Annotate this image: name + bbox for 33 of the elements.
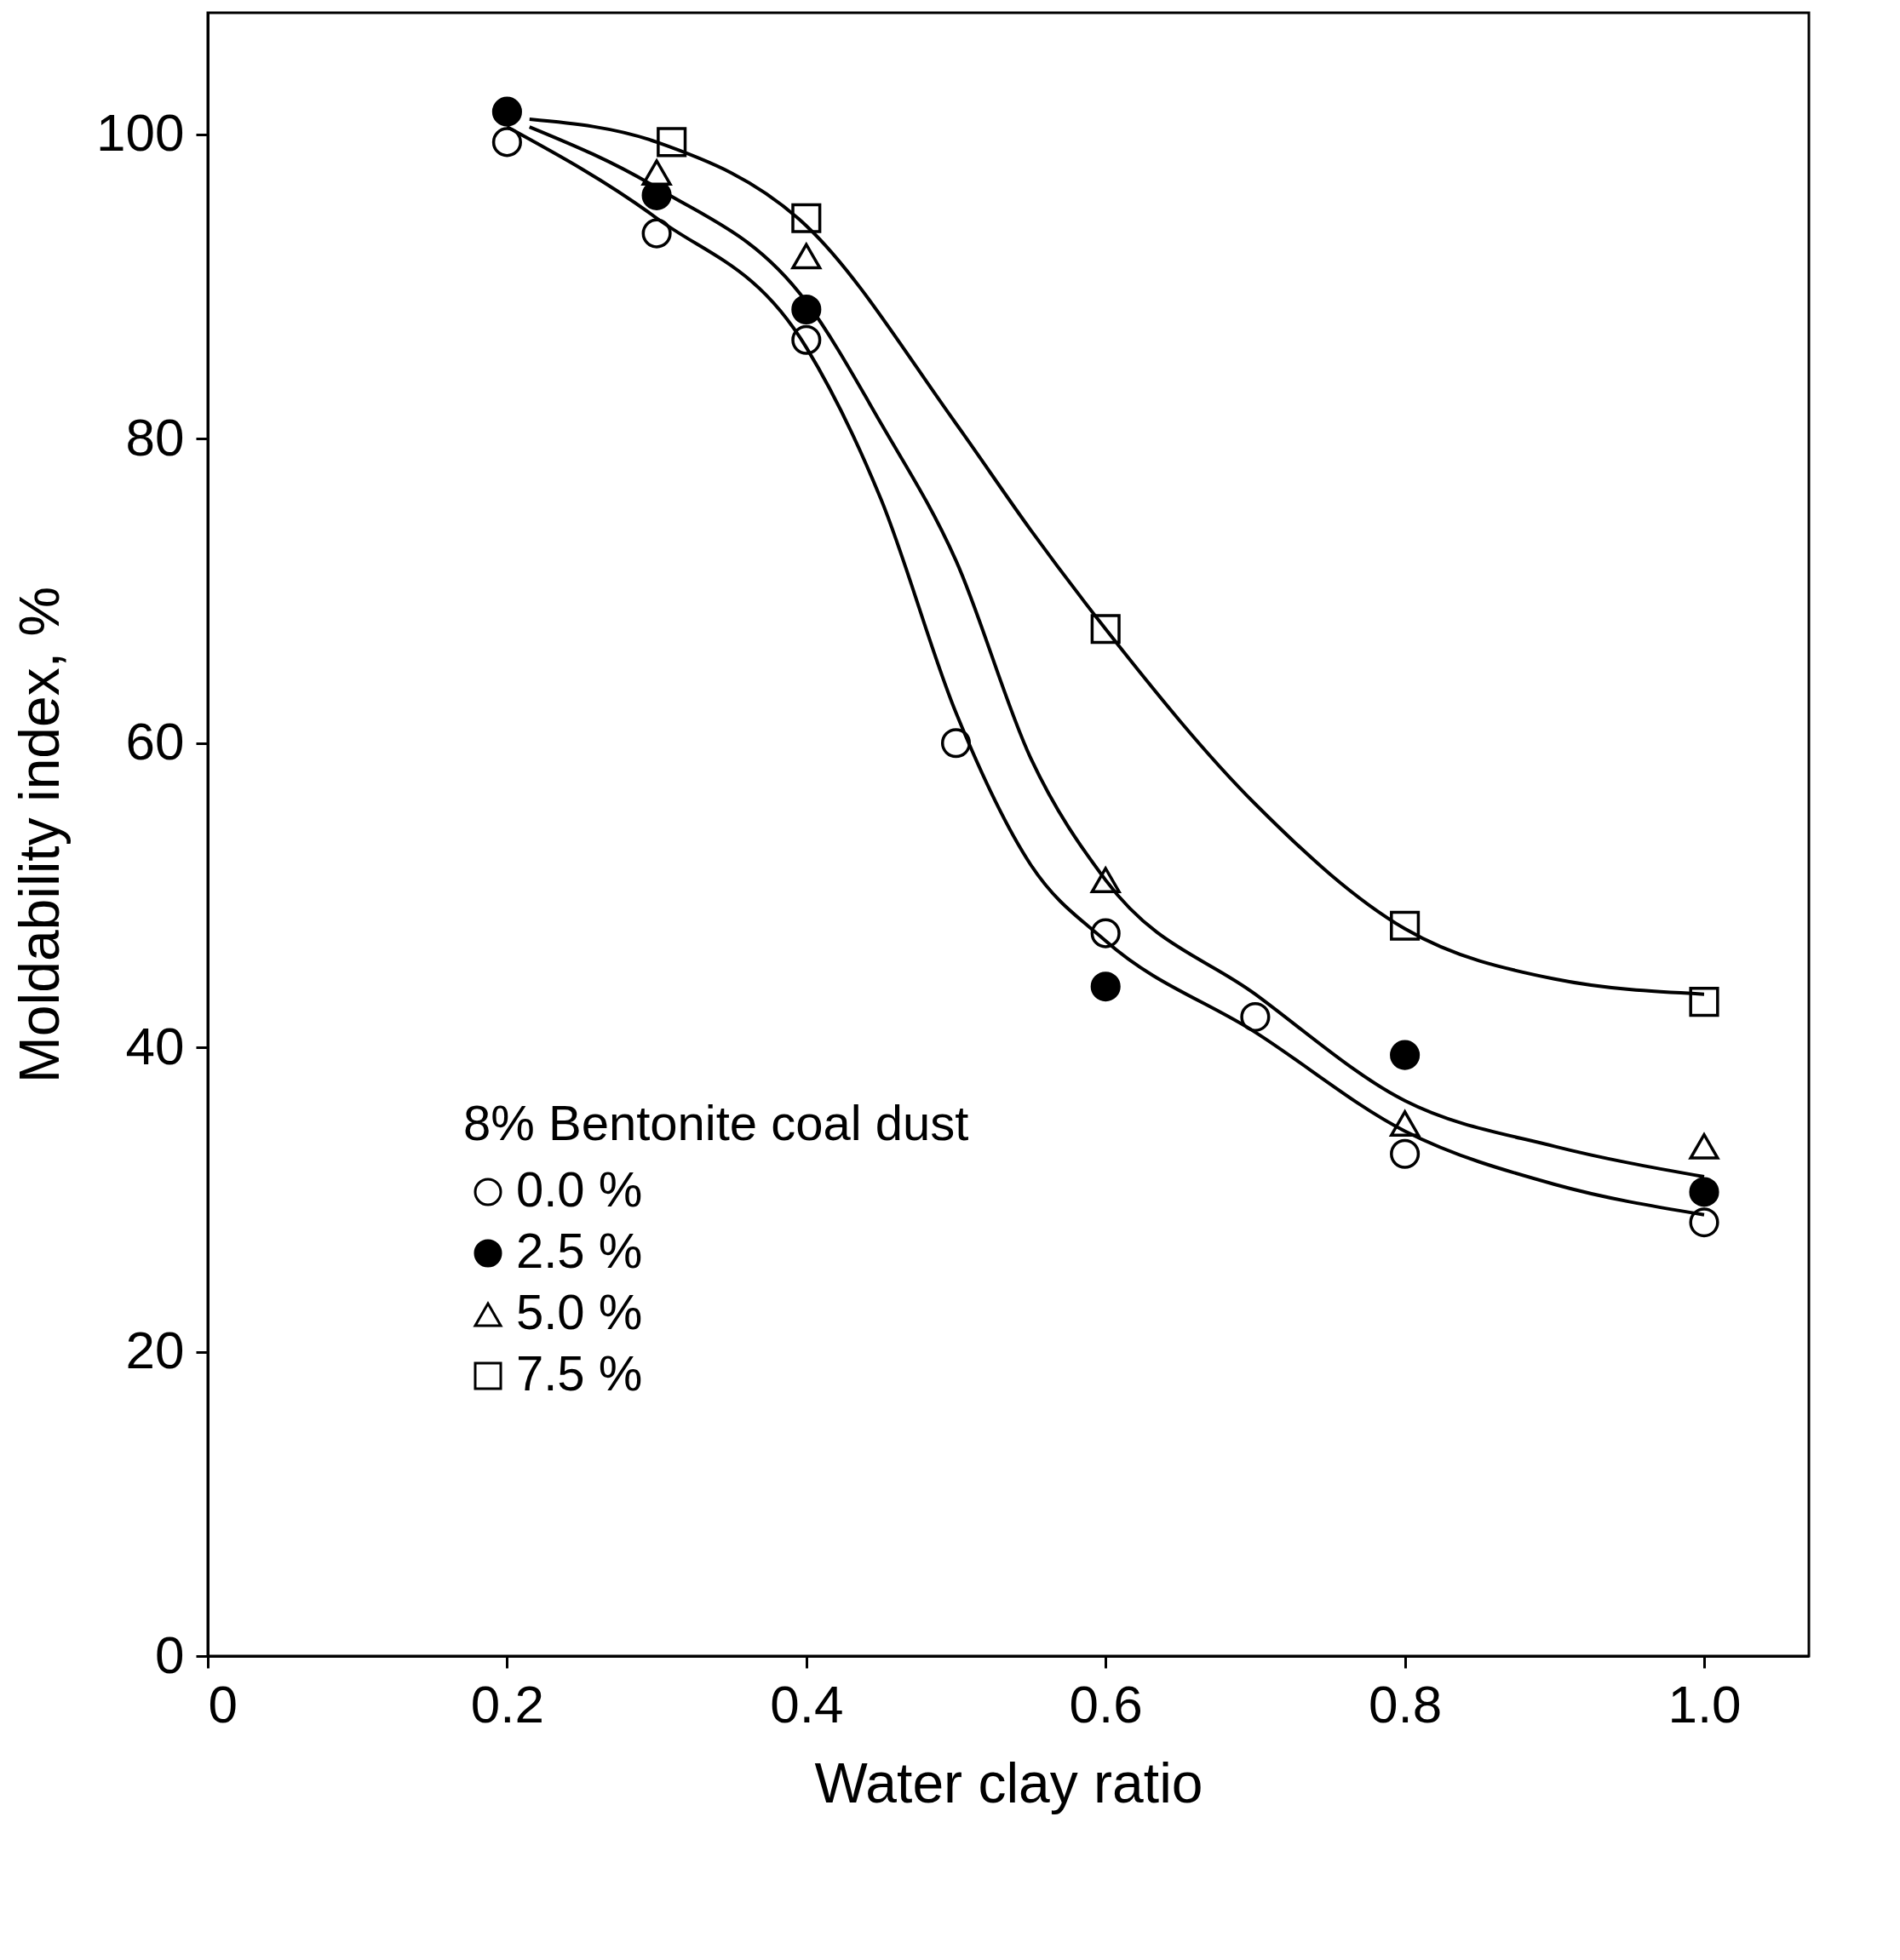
point bbox=[491, 96, 522, 127]
x-axis-title: Water clay ratio bbox=[814, 1751, 1203, 1814]
y-tick-label: 20 bbox=[125, 1321, 185, 1380]
point bbox=[1390, 1138, 1421, 1169]
point bbox=[491, 127, 522, 158]
y-tick-label: 60 bbox=[125, 712, 185, 771]
x-tick-label: 0.2 bbox=[470, 1674, 544, 1734]
y-tick-label: 40 bbox=[125, 1016, 185, 1075]
y-axis-title: Moldability index, % bbox=[8, 586, 72, 1084]
legend-title: 8% Bentonite coal dust bbox=[463, 1095, 969, 1150]
point bbox=[1689, 1207, 1719, 1238]
y-tick-label: 80 bbox=[125, 407, 185, 467]
point bbox=[1689, 1177, 1719, 1207]
x-tick-label: 1.0 bbox=[1668, 1674, 1742, 1734]
x-tick-label: 0.4 bbox=[770, 1674, 844, 1734]
legend-label: 7.5 % bbox=[516, 1345, 643, 1401]
point bbox=[1689, 987, 1719, 1017]
point bbox=[791, 243, 822, 270]
point bbox=[641, 159, 672, 186]
x-tick-label: 0.6 bbox=[1069, 1674, 1143, 1734]
y-tick-label: 0 bbox=[155, 1625, 185, 1684]
point bbox=[940, 728, 972, 759]
point bbox=[1090, 971, 1121, 1002]
legend-label: 2.5 % bbox=[516, 1223, 643, 1278]
x-tick-label: 0 bbox=[208, 1674, 238, 1734]
point bbox=[641, 218, 672, 249]
x-tick-label: 0.8 bbox=[1369, 1674, 1443, 1734]
legend-label: 5.0 % bbox=[516, 1284, 643, 1339]
point bbox=[1240, 1001, 1271, 1032]
legend-label: 0.0 % bbox=[516, 1161, 643, 1217]
y-tick-label: 100 bbox=[96, 103, 185, 163]
point bbox=[1689, 1132, 1719, 1160]
point bbox=[1390, 1040, 1421, 1070]
